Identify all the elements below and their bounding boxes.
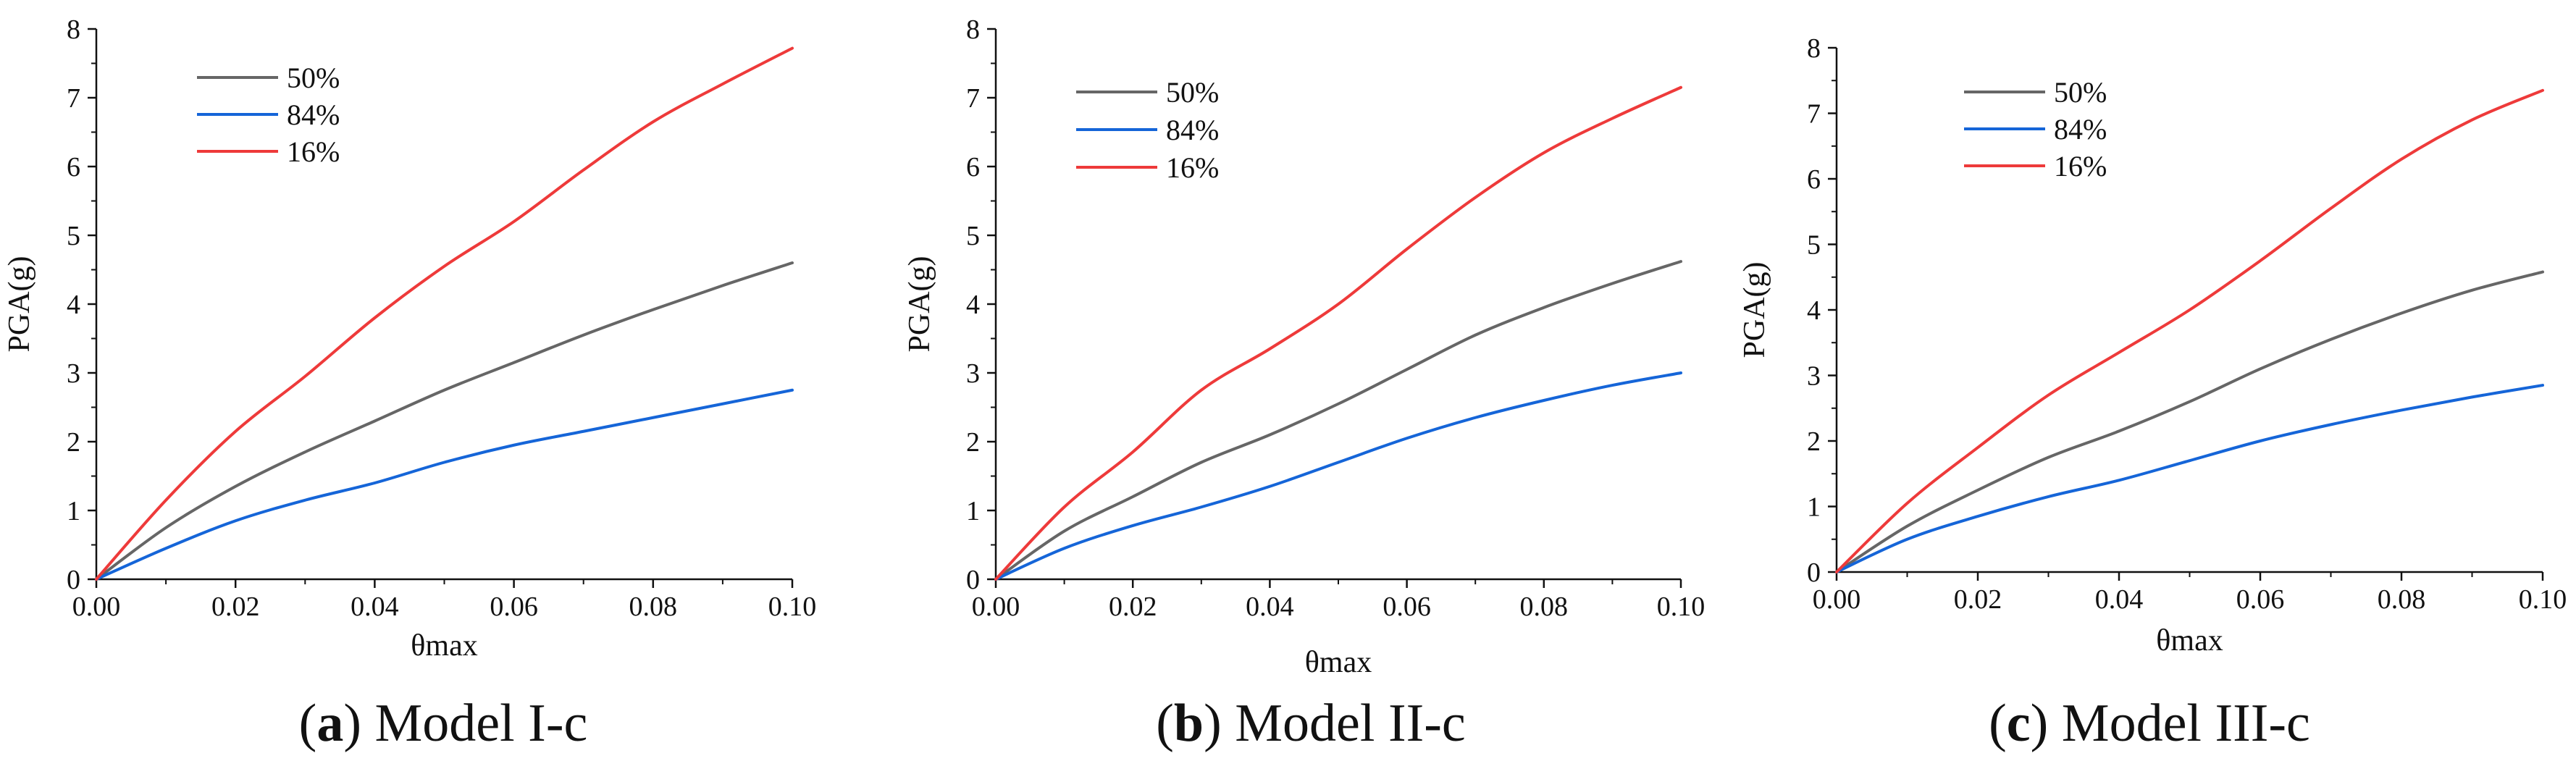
y-tick-label-b-4: 4 [966,290,980,320]
x-tick-label-a-1: 0.02 [211,592,260,622]
x-tick-label-a-3: 0.06 [490,592,538,622]
y-tick-label-a-8: 8 [67,14,80,45]
y-tick-label-b-3: 3 [966,358,980,389]
x-axis-title-b: θmax [1305,646,1372,679]
caption-title-b: Model II-c [1235,694,1466,753]
x-tick-label-b-2: 0.04 [1246,592,1294,622]
x-tick-label-b-5: 0.10 [1657,592,1706,622]
series-line-a-0 [95,261,794,581]
y-tick-label-b-8: 8 [966,14,980,45]
x-tick-label-c-0: 0.00 [1813,584,1861,615]
y-tick-label-a-7: 7 [67,83,80,114]
y-tick-label-c-7: 7 [1807,99,1821,130]
chart-panel-c: 0 1 2 3 4 5 6 7 8 0.00 0.02 0.04 0.06 0.08 0.10 θmax PGA… [1724,0,2576,782]
y-tick-label-a-0: 0 [67,565,80,595]
x-axis-title-c: θmax [2156,624,2223,657]
x-tick-label-b-0: 0.00 [972,592,1020,622]
legend-label-c-0: 50% [2054,76,2107,109]
x-tick-label-a-4: 0.08 [629,592,678,622]
y-tick-label-c-4: 4 [1807,295,1821,326]
chart-svg-b: 0 1 2 3 4 5 6 7 8 0.00 0.02 0.04 0.06 0.08 0.10 θmax PGA… [903,14,1706,679]
y-tick-label-a-1: 1 [67,496,80,526]
x-tick-label-c-2: 0.04 [2095,584,2144,615]
caption-letter-c: c [2006,694,2031,753]
series-line-a-2 [95,46,794,581]
y-tick-label-a-3: 3 [67,358,80,389]
y-tick-label-c-5: 5 [1807,230,1821,261]
x-tick-label-a-0: 0.00 [72,592,121,622]
y-axis-title-c: PGA(g) [1738,262,1771,358]
caption-letter-a: a [316,694,344,753]
chart-svg-c: 0 1 2 3 4 5 6 7 8 0.00 0.02 0.04 0.06 0.08 0.10 θmax PGA… [1738,33,2567,657]
x-axis-title-a: θmax [411,629,477,663]
legend-label-b-1: 84% [1166,114,1219,146]
x-tick-label-b-1: 0.02 [1109,592,1157,622]
caption-letter-b: b [1173,694,1204,753]
series-line-b-0 [994,260,1682,581]
legend-label-a-0: 50% [287,62,340,94]
series-line-b-1 [994,371,1682,581]
y-tick-label-b-5: 5 [966,221,980,251]
legend-label-b-2: 16% [1166,151,1219,184]
legend-label-a-1: 84% [287,98,340,131]
y-axis-title-a: PGA(g) [3,256,36,353]
y-tick-label-a-5: 5 [67,221,80,251]
chart-panel-a: 0 1 2 3 4 5 6 7 8 0.00 0.02 0.04 0.06 0.08 0.10 θmax PGA… [0,0,862,782]
caption-title-c: Model III-c [2061,694,2310,753]
y-tick-label-c-2: 2 [1807,426,1821,457]
x-tick-label-c-5: 0.10 [2519,584,2567,615]
y-tick-label-c-3: 3 [1807,361,1821,392]
y-tick-label-a-6: 6 [67,152,80,182]
chart-panel-b: 0 1 2 3 4 5 6 7 8 0.00 0.02 0.04 0.06 0.08 0.10 θmax PGA… [862,0,1724,782]
caption-c: (c) Model III-c [1989,694,2310,753]
series-line-c-2 [1835,88,2544,573]
x-tick-label-b-3: 0.06 [1383,592,1431,622]
x-tick-label-a-5: 0.10 [768,592,817,622]
y-tick-label-c-0: 0 [1807,558,1821,588]
x-tick-label-c-3: 0.06 [2236,584,2285,615]
y-tick-label-b-7: 7 [966,83,980,114]
y-tick-label-a-2: 2 [67,427,80,458]
series-line-a-1 [95,388,794,581]
caption-title-a: Model I-c [374,694,588,753]
y-tick-label-c-8: 8 [1807,33,1821,64]
y-tick-label-b-6: 6 [966,152,980,182]
legend-label-b-0: 50% [1166,76,1219,109]
x-tick-label-c-1: 0.02 [1954,584,2002,615]
x-tick-label-c-4: 0.08 [2378,584,2426,615]
chart-svg-a: 0 1 2 3 4 5 6 7 8 0.00 0.02 0.04 0.06 0.08 0.10 θmax PGA… [3,14,817,663]
y-tick-label-c-6: 6 [1807,164,1821,195]
series-line-c-0 [1835,270,2544,573]
y-tick-label-a-4: 4 [67,290,80,320]
legend-label-a-2: 16% [287,135,340,168]
x-tick-label-b-4: 0.08 [1520,592,1569,622]
series-line-b-2 [994,85,1682,581]
caption-a: (a) Model I-c [298,694,588,753]
y-tick-label-b-0: 0 [966,565,980,595]
x-tick-label-a-2: 0.04 [351,592,399,622]
legend-label-c-1: 84% [2054,113,2107,146]
series-line-c-1 [1835,384,2544,573]
y-tick-label-b-1: 1 [966,496,980,526]
y-tick-label-c-1: 1 [1807,492,1821,523]
legend-label-c-2: 16% [2054,150,2107,182]
y-axis-title-b: PGA(g) [903,256,936,353]
caption-b: (b) Model II-c [1156,694,1466,753]
y-tick-label-b-2: 2 [966,427,980,458]
